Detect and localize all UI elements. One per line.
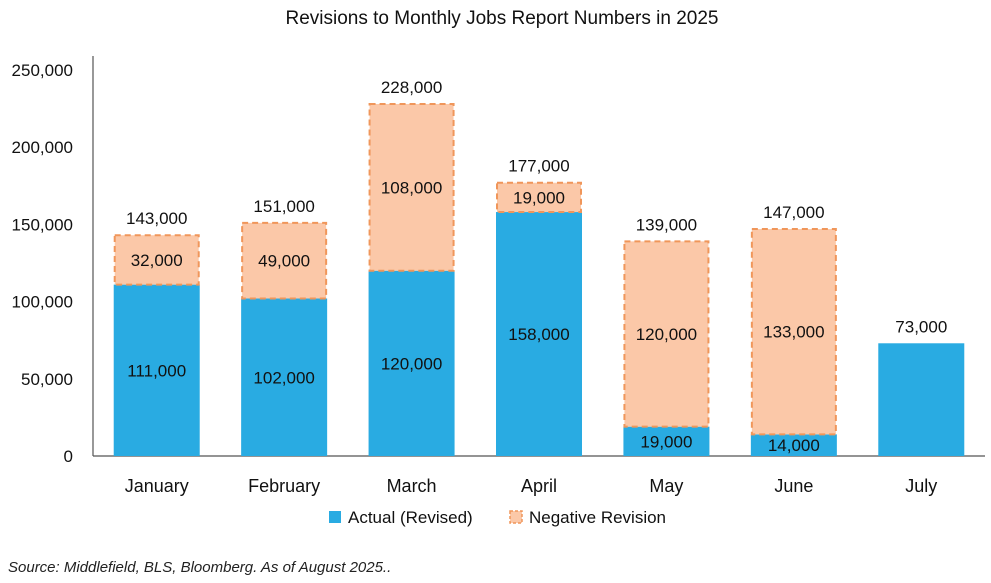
bar-actual-label: 14,000: [768, 436, 820, 455]
bar-negative-label: 108,000: [381, 178, 442, 197]
y-tick-label: 0: [64, 447, 73, 466]
bar-total-label: 177,000: [508, 157, 569, 176]
bar-negative-revision: [496, 181, 582, 214]
bar-total-label: 151,000: [253, 197, 314, 216]
bar-actual-label: 111,000: [127, 361, 186, 380]
y-axis: 0 50,000 100,000 150,000 200,000 250,000: [12, 56, 94, 466]
bar-actual: [750, 434, 837, 456]
source-note: Source: Middlefield, BLS, Bloomberg. As …: [8, 559, 392, 576]
legend-swatch-actual: [329, 511, 341, 523]
x-tick-label: June: [774, 476, 813, 496]
bar-negative-revision: [750, 228, 837, 436]
jobs-revision-chart: Revisions to Monthly Jobs Report Numbers…: [12, 8, 985, 527]
y-tick-label: 200,000: [12, 138, 73, 157]
x-tick-label: March: [387, 476, 437, 496]
bar-actual: [496, 212, 582, 456]
bar-negative-revision: [113, 234, 200, 286]
x-tick-label: April: [521, 476, 557, 496]
y-tick-label: 150,000: [12, 215, 73, 234]
bar-negative-label: 133,000: [763, 323, 824, 342]
bar-actual: [241, 298, 328, 456]
legend: Actual (Revised) Negative Revision: [329, 508, 666, 527]
bar-actual: [113, 284, 200, 456]
y-tick-label: 250,000: [12, 61, 73, 80]
bar-actual: [368, 270, 455, 456]
legend-label-negative: Negative Revision: [529, 508, 666, 527]
bar-actual-label: 120,000: [381, 354, 442, 373]
bar-negative-label: 19,000: [513, 188, 565, 207]
bar-actual-label: 102,000: [253, 368, 314, 387]
x-tick-label: January: [125, 476, 189, 496]
bar-negative-label: 120,000: [636, 325, 697, 344]
bar-negative-label: 32,000: [131, 251, 183, 270]
y-tick-label: 50,000: [21, 370, 73, 389]
bar-total-label: 228,000: [381, 78, 442, 97]
bar-negative-revision: [623, 240, 710, 428]
bar-negative-revision: [368, 102, 455, 272]
x-tick-label: February: [248, 476, 320, 496]
bar-negative-revision: [241, 221, 328, 300]
bar-negative-label: 49,000: [258, 252, 310, 271]
legend-label-actual: Actual (Revised): [348, 508, 473, 527]
bars: 111,000 32,000 143,000 102,000 49,000 151,000…: [113, 78, 965, 456]
legend-swatch-negative: [509, 510, 523, 524]
x-axis: January February March April May June July: [93, 455, 985, 496]
bar-total-label: 139,000: [636, 215, 697, 234]
bar-actual-label: 158,000: [508, 325, 569, 344]
bar-actual-label: 19,000: [640, 432, 692, 451]
bar-total-label: 73,000: [895, 317, 947, 336]
y-tick-label: 100,000: [12, 293, 73, 312]
bar-total-label: 143,000: [126, 209, 187, 228]
x-tick-label: July: [905, 476, 937, 496]
bar-actual: [623, 426, 710, 456]
x-tick-label: May: [649, 476, 683, 496]
bar-total-label: 147,000: [763, 203, 824, 222]
bar-actual: [878, 343, 965, 456]
chart-title: Revisions to Monthly Jobs Report Numbers…: [286, 8, 719, 29]
